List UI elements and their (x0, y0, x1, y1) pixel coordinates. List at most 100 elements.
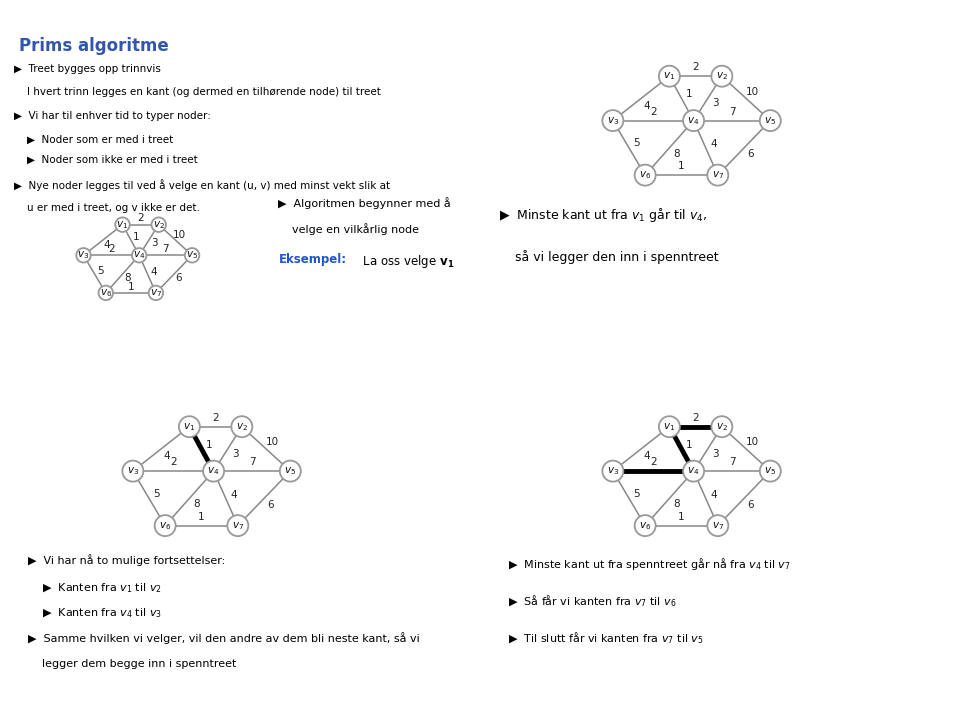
Circle shape (76, 248, 91, 263)
Text: H2007, forelesning 7: H2007, forelesning 7 (801, 333, 889, 341)
Text: Einar Broch Johnsen  (Ifi, UiO): Einar Broch Johnsen (Ifi, UiO) (10, 333, 134, 341)
Text: ▶  Kanten fra $v_4$ til $v_3$: ▶ Kanten fra $v_4$ til $v_3$ (28, 606, 162, 620)
Text: INF2220: INF2220 (703, 333, 737, 341)
Text: 4: 4 (230, 490, 237, 500)
Text: 6: 6 (176, 273, 181, 283)
Text: $v_{5}$: $v_{5}$ (764, 115, 777, 126)
Text: 10: 10 (173, 231, 186, 240)
Text: 3: 3 (232, 449, 239, 458)
Text: 4: 4 (104, 240, 110, 250)
Circle shape (231, 416, 252, 437)
Circle shape (711, 416, 732, 437)
Text: INF2220: INF2220 (223, 683, 257, 692)
Text: $v_{3}$: $v_{3}$ (78, 250, 89, 261)
Circle shape (99, 285, 113, 300)
Text: u er med i treet, og v ikke er det.: u er med i treet, og v ikke er det. (14, 203, 201, 212)
Circle shape (228, 515, 249, 536)
Text: 4: 4 (163, 451, 170, 461)
Circle shape (708, 165, 729, 186)
Text: 1: 1 (686, 89, 693, 99)
Circle shape (204, 461, 224, 482)
Text: $v_{6}$: $v_{6}$ (639, 169, 651, 181)
Text: 5: 5 (634, 138, 640, 148)
Text: 1: 1 (198, 512, 204, 522)
Text: 7: 7 (162, 244, 169, 254)
Text: 2: 2 (212, 413, 219, 423)
Text: 4: 4 (710, 490, 717, 500)
Text: ▶  Treet bygges opp trinnvis: ▶ Treet bygges opp trinnvis (14, 64, 161, 74)
Circle shape (659, 66, 680, 87)
Text: $v_{5}$: $v_{5}$ (284, 465, 297, 477)
Circle shape (149, 285, 163, 300)
Text: 10: 10 (266, 437, 278, 447)
Text: 5: 5 (634, 489, 640, 498)
Text: 8: 8 (193, 499, 200, 510)
Text: INF2220: INF2220 (703, 683, 737, 692)
Text: ▶  Til slutt får vi kanten fra $v_7$ til $v_5$: ▶ Til slutt får vi kanten fra $v_7$ til … (508, 631, 704, 646)
Text: $v_{7}$: $v_{7}$ (711, 519, 724, 531)
Text: 2: 2 (650, 457, 657, 467)
Circle shape (279, 461, 300, 482)
Text: 1: 1 (678, 161, 684, 171)
Text: ▶  Nye noder legges til ved å velge en kant (u, v) med minst vekt slik at: ▶ Nye noder legges til ved å velge en ka… (14, 179, 391, 191)
Text: 7: 7 (249, 457, 255, 467)
Text: $v_{7}$: $v_{7}$ (150, 287, 162, 299)
Text: 4: 4 (643, 100, 650, 111)
Circle shape (635, 515, 656, 536)
Text: $v_{2}$: $v_{2}$ (153, 219, 165, 231)
Text: ▶  Minste kant ut fra spenntreet går nå fra $v_4$ til $v_7$: ▶ Minste kant ut fra spenntreet går nå f… (508, 557, 791, 572)
Text: 2: 2 (108, 244, 114, 254)
Text: 17 / 41: 17 / 41 (432, 333, 461, 341)
Circle shape (602, 110, 623, 131)
Text: Minimale spenntrær: Minimale spenntrær (599, 360, 697, 369)
Text: I hvert trinn legges en kant (og dermed en tilhørende node) til treet: I hvert trinn legges en kant (og dermed … (14, 87, 381, 97)
Circle shape (115, 217, 130, 232)
Text: ▶  Så får vi kanten fra $v_7$ til $v_6$: ▶ Så får vi kanten fra $v_7$ til $v_6$ (508, 594, 677, 609)
Text: $v_{6}$: $v_{6}$ (639, 519, 651, 531)
Text: $v_{3}$: $v_{3}$ (127, 465, 139, 477)
Text: 10: 10 (746, 437, 758, 447)
Text: Einar Broch Johnsen  (Ifi, UiO): Einar Broch Johnsen (Ifi, UiO) (490, 683, 614, 692)
Circle shape (185, 248, 200, 263)
Text: $v_{1}$: $v_{1}$ (663, 70, 676, 82)
Circle shape (635, 165, 656, 186)
Text: $v_{5}$: $v_{5}$ (764, 465, 777, 477)
Text: 8: 8 (673, 149, 680, 159)
Text: ▶  Noder som er med i treet: ▶ Noder som er med i treet (14, 135, 174, 144)
Text: $v_{6}$: $v_{6}$ (159, 519, 171, 531)
Circle shape (122, 461, 143, 482)
Circle shape (155, 515, 176, 536)
Text: INF2220: INF2220 (223, 333, 257, 341)
Text: $v_{3}$: $v_{3}$ (607, 465, 619, 477)
Text: 3: 3 (151, 238, 157, 248)
Circle shape (684, 110, 704, 131)
Text: 3: 3 (712, 98, 719, 108)
Text: 4: 4 (710, 139, 717, 149)
Text: Prims algoritme: Prims algoritme (19, 37, 169, 55)
Text: 1: 1 (128, 282, 134, 292)
Text: ▶  Samme hvilken vi velger, vil den andre av dem bli neste kant, så vi: ▶ Samme hvilken vi velger, vil den andre… (28, 632, 420, 644)
Text: $v_{7}$: $v_{7}$ (231, 519, 244, 531)
Text: ▶  Vi har til enhver tid to typer noder:: ▶ Vi har til enhver tid to typer noder: (14, 111, 211, 121)
Text: 6: 6 (267, 500, 274, 510)
Text: Prims algoritme: Prims algoritme (748, 9, 836, 19)
Text: så vi legger den inn i spenntreet: så vi legger den inn i spenntreet (499, 250, 719, 264)
Circle shape (759, 110, 780, 131)
Text: 3: 3 (712, 449, 719, 458)
Text: Einar Broch Johnsen  (Ifi, UiO): Einar Broch Johnsen (Ifi, UiO) (10, 683, 134, 692)
Text: 1: 1 (686, 440, 693, 449)
Text: $v_{5}$: $v_{5}$ (186, 250, 198, 261)
Circle shape (711, 66, 732, 87)
Text: 4: 4 (150, 266, 156, 277)
Text: 7: 7 (729, 107, 735, 116)
Text: $v_{4}$: $v_{4}$ (687, 465, 700, 477)
Text: Minimale spenntrær: Minimale spenntrær (119, 360, 217, 369)
Text: velge en vilkårlig node: velge en vilkårlig node (278, 223, 420, 235)
Text: ▶  Kanten fra $v_1$ til $v_2$: ▶ Kanten fra $v_1$ til $v_2$ (28, 581, 162, 594)
Circle shape (659, 416, 680, 437)
Text: La oss velge $\mathbf{v_1}$: La oss velge $\mathbf{v_1}$ (359, 253, 454, 270)
Text: Einar Broch Johnsen  (Ifi, UiO): Einar Broch Johnsen (Ifi, UiO) (490, 333, 614, 341)
Text: ▶  Noder som ikke er med i treet: ▶ Noder som ikke er med i treet (14, 155, 198, 165)
Text: $v_{7}$: $v_{7}$ (711, 169, 724, 181)
Text: 4: 4 (643, 451, 650, 461)
